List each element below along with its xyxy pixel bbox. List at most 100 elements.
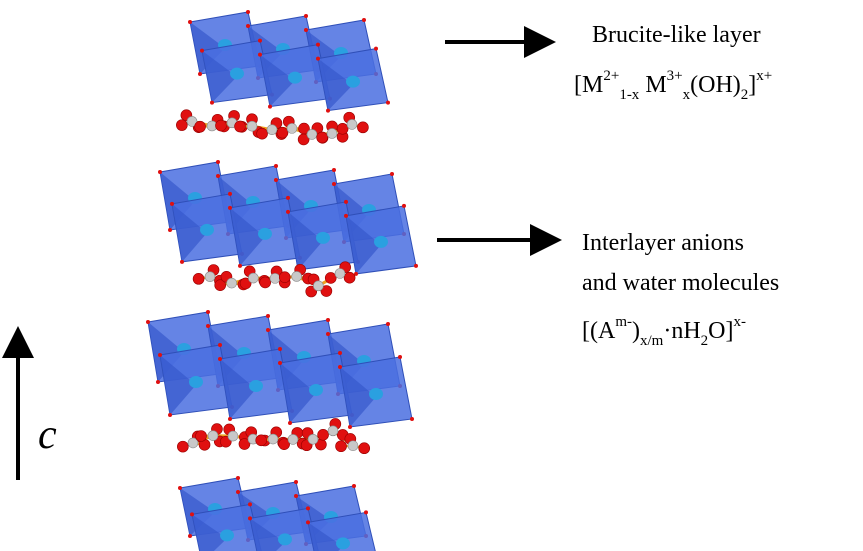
carbon bbox=[328, 426, 338, 436]
hydroxyl bbox=[170, 202, 174, 206]
hydroxyl bbox=[398, 355, 402, 359]
oxygen bbox=[325, 272, 336, 283]
metal-ion bbox=[230, 68, 244, 80]
hydroxyl bbox=[386, 101, 390, 105]
axis-label: c bbox=[38, 412, 57, 458]
formula-part: ·nH bbox=[663, 318, 700, 344]
oxygen bbox=[318, 429, 329, 440]
formula-sub: 2 bbox=[701, 333, 709, 349]
label-title: Brucite-like layer bbox=[592, 22, 761, 48]
carbon bbox=[247, 121, 257, 131]
oxygen bbox=[193, 273, 204, 284]
hydroxyl bbox=[246, 10, 250, 14]
formula: [(Am-)x/m·nH2O]x- bbox=[582, 314, 746, 349]
hydroxyl bbox=[362, 18, 366, 22]
hydroxyl bbox=[294, 494, 298, 498]
hydroxyl bbox=[306, 506, 310, 510]
oxygen bbox=[337, 123, 348, 134]
hydroxyl bbox=[188, 534, 192, 538]
carbon bbox=[227, 278, 237, 288]
oxygen bbox=[260, 277, 271, 288]
hydroxyl bbox=[248, 502, 252, 506]
formula-sub: 1-x bbox=[619, 87, 639, 103]
formula-sup: 3+ bbox=[667, 68, 683, 84]
formula-sup: 2+ bbox=[603, 68, 619, 84]
carbon bbox=[348, 441, 358, 451]
carbon bbox=[287, 123, 297, 133]
hydroxyl bbox=[200, 49, 204, 53]
carbon bbox=[228, 431, 238, 441]
oxygen bbox=[277, 127, 288, 138]
carbon bbox=[268, 434, 278, 444]
hydroxyl bbox=[268, 105, 272, 109]
carbon bbox=[313, 281, 323, 291]
label-line: and water molecules bbox=[582, 270, 779, 296]
hydroxyl bbox=[274, 178, 278, 182]
hydroxyl bbox=[348, 425, 352, 429]
hydroxyl bbox=[218, 343, 222, 347]
carbon bbox=[307, 129, 317, 139]
oxygen bbox=[359, 443, 370, 454]
oxygen bbox=[176, 120, 187, 131]
oxygen bbox=[257, 128, 268, 139]
carbon bbox=[270, 273, 280, 283]
oxygen bbox=[196, 430, 207, 441]
hydroxyl bbox=[206, 324, 210, 328]
formula-sup: x+ bbox=[756, 68, 772, 84]
oxygen bbox=[195, 121, 206, 132]
carbon bbox=[292, 271, 302, 281]
hydroxyl bbox=[198, 72, 202, 76]
hydroxyl bbox=[206, 310, 210, 314]
hydroxyl bbox=[344, 200, 348, 204]
hydroxyl bbox=[304, 14, 308, 18]
hydroxyl bbox=[158, 353, 162, 357]
carbon bbox=[205, 272, 215, 282]
hydroxyl bbox=[248, 516, 252, 520]
ldh-diagram: c Brucite-like layer [M2+1-x M3+x(OH)2]x… bbox=[0, 0, 863, 551]
oxygen bbox=[279, 272, 290, 283]
carbon bbox=[327, 128, 337, 138]
metal-ion bbox=[309, 384, 323, 396]
metal-ion bbox=[288, 72, 302, 84]
formula-sub: x/m bbox=[640, 333, 664, 349]
hydroxyl bbox=[228, 206, 232, 210]
hydroxyl bbox=[236, 476, 240, 480]
carbon bbox=[267, 125, 277, 135]
metal-ion bbox=[220, 529, 234, 541]
oxygen bbox=[317, 132, 328, 143]
oxygen bbox=[177, 441, 188, 452]
carbon bbox=[208, 431, 218, 441]
hydroxyl bbox=[414, 264, 418, 268]
hydroxyl bbox=[188, 20, 192, 24]
metal-ion bbox=[336, 537, 350, 549]
hydroxyl bbox=[304, 28, 308, 32]
metal-ion bbox=[316, 232, 330, 244]
hydroxyl bbox=[266, 314, 270, 318]
hydroxyl bbox=[156, 380, 160, 384]
hydroxyl bbox=[210, 101, 214, 105]
hydroxyl bbox=[288, 421, 292, 425]
carbon bbox=[248, 273, 258, 283]
formula-part: M bbox=[639, 72, 666, 98]
oxygen bbox=[357, 122, 368, 133]
hydroxyl bbox=[168, 413, 172, 417]
hydroxyl bbox=[390, 172, 394, 176]
formula-part: ) bbox=[632, 318, 640, 344]
formula-sub: 2 bbox=[741, 87, 749, 103]
hydroxyl bbox=[332, 168, 336, 172]
formula-part: O] bbox=[708, 318, 733, 344]
metal-ion bbox=[346, 76, 360, 88]
hydroxyl bbox=[274, 164, 278, 168]
formula: [M2+1-x M3+x(OH)2]x+ bbox=[574, 68, 772, 103]
hydroxyl bbox=[338, 365, 342, 369]
hydroxyl bbox=[326, 332, 330, 336]
oxygen bbox=[215, 120, 226, 131]
hydroxyl bbox=[246, 24, 250, 28]
metal-ion bbox=[200, 224, 214, 236]
hydroxyl bbox=[386, 322, 390, 326]
hydroxyl bbox=[286, 210, 290, 214]
formula-part: (OH) bbox=[690, 72, 741, 98]
hydroxyl bbox=[178, 486, 182, 490]
hydroxyl bbox=[316, 43, 320, 47]
metal-ion bbox=[374, 236, 388, 248]
